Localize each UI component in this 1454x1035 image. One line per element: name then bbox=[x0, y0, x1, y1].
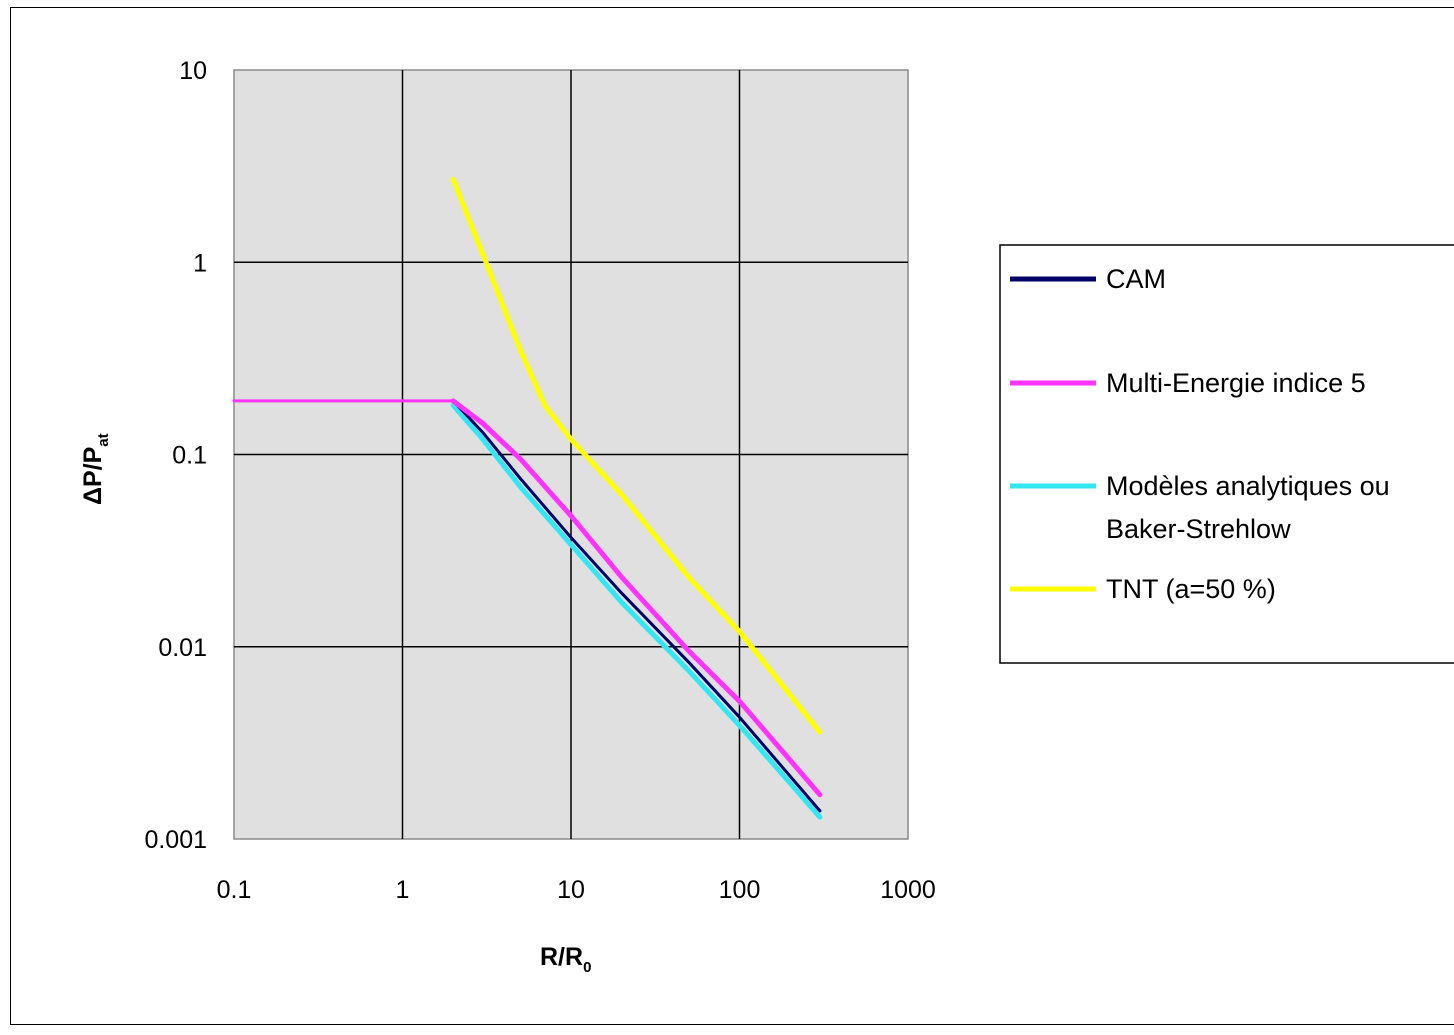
x-tick-label: 1 bbox=[396, 876, 410, 904]
x-tick-label: 1000 bbox=[880, 876, 936, 904]
y-axis-label: ΔP/Pat bbox=[79, 433, 112, 505]
legend: CAM Multi-Energie indice 5 Modèles analyti… bbox=[999, 244, 1454, 664]
series-lines bbox=[232, 176, 823, 820]
legend-label: Modèles analytiques ou Baker-Strehlow bbox=[1106, 471, 1390, 544]
series-line bbox=[451, 399, 822, 813]
y-tick-label: 0.01 bbox=[158, 634, 207, 662]
x-tick-label: 100 bbox=[719, 876, 761, 904]
legend-box bbox=[999, 244, 1454, 664]
y-tick-label: 0.001 bbox=[144, 826, 207, 854]
y-tick-label: 1 bbox=[193, 249, 207, 277]
x-tick-label: 0.1 bbox=[217, 876, 252, 904]
x-tick-labels: 0.1 1 10 100 1000 bbox=[217, 876, 936, 904]
series-line bbox=[450, 402, 823, 820]
y-tick-labels: 0.001 0.01 0.1 1 10 bbox=[144, 57, 207, 854]
y-tick-label: 0.1 bbox=[172, 442, 207, 470]
legend-label: Multi-Energie indice 5 bbox=[1106, 368, 1366, 398]
series-line bbox=[450, 176, 823, 735]
series-line bbox=[450, 398, 823, 798]
legend-label: TNT (a=50 %) bbox=[1106, 574, 1276, 604]
x-tick-label: 10 bbox=[557, 876, 585, 904]
y-tick-label: 10 bbox=[179, 57, 207, 85]
legend-label: CAM bbox=[1106, 264, 1166, 294]
x-axis-label: R/R0 bbox=[540, 943, 591, 976]
grid-lines bbox=[234, 70, 908, 839]
chart-frame bbox=[10, 7, 1454, 1025]
